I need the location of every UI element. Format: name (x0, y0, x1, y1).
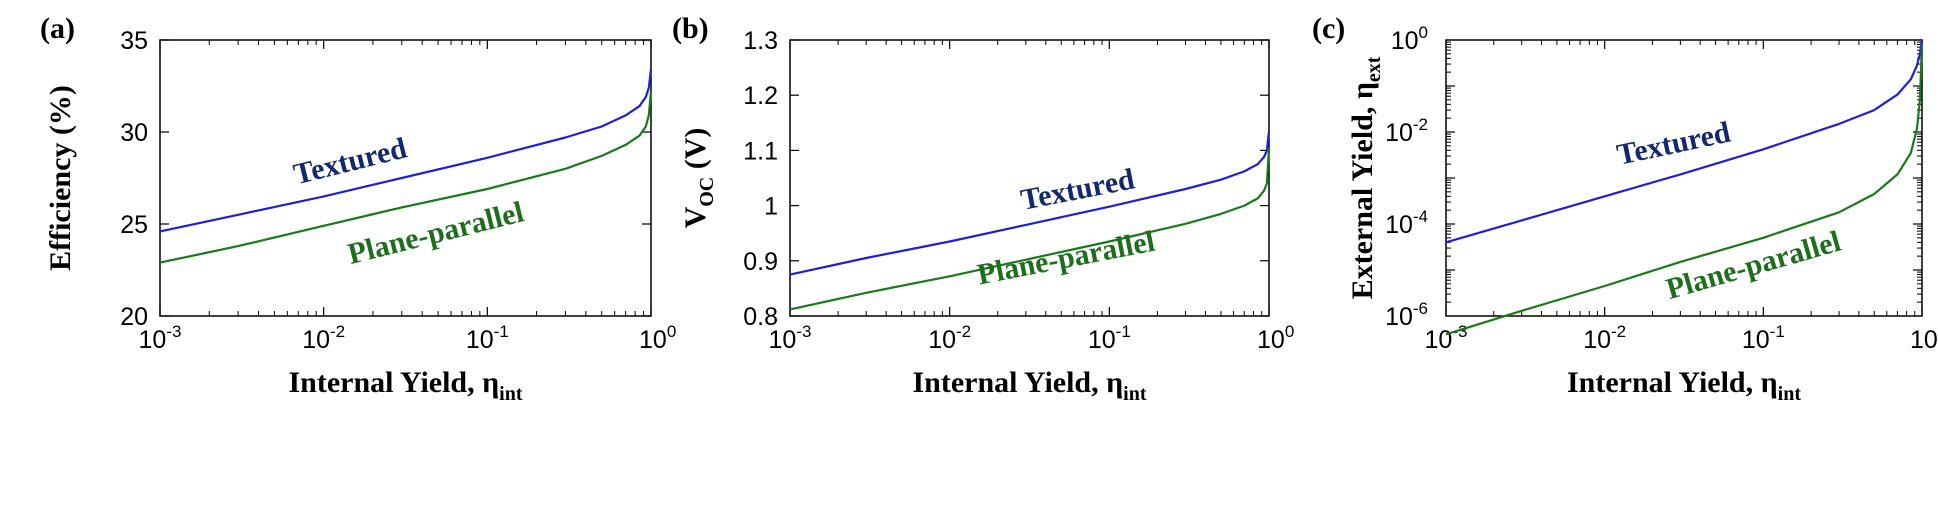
y-axis-title: External Yield, ηext (1346, 56, 1385, 299)
y-tick-label: 10-4 (1385, 207, 1428, 239)
x-tick-label: 100 (1257, 322, 1294, 354)
y-axis-title: Efficiency (%) (44, 85, 77, 271)
series-annotation: Plane-parallel (1662, 225, 1844, 306)
x-tick-label: 100 (639, 322, 676, 354)
series-line-plane-parallel (1445, 44, 1924, 336)
series-line-plane-parallel (159, 91, 653, 264)
y-tick-label: 1.2 (743, 82, 778, 110)
y-axis-title: VOC (V) (679, 128, 718, 229)
y-tick-label: 35 (120, 27, 148, 55)
panel-label: (b) (672, 12, 709, 45)
series-annotation: Plane-parallel (344, 195, 527, 271)
y-tick-label: 0.8 (743, 303, 778, 331)
y-tick-label: 20 (120, 303, 148, 331)
y-tick-label: 10-2 (1385, 115, 1428, 147)
series-line-textured (159, 69, 653, 233)
plot-frame (159, 39, 652, 317)
x-tick-label: 10-1 (1742, 322, 1785, 354)
panel-c: (c) 10-3 10-2 10-1 100 10-6 10-4 10-2 100 Interna… (1312, 12, 1938, 405)
series-line-textured (1445, 39, 1924, 244)
x-tick-label: 10-2 (302, 322, 345, 354)
x-tick-label: 10-2 (1583, 322, 1626, 354)
y-tick-label: 0.9 (743, 248, 778, 276)
x-tick-label: 10-3 (139, 322, 182, 354)
x-axis-title: Internal Yield, ηint (1567, 366, 1801, 405)
series-annotation: Textured (290, 131, 410, 191)
plot-frame (789, 39, 1270, 317)
x-tick-label: 10-3 (1425, 322, 1468, 354)
x-axis-title: Internal Yield, ηint (289, 366, 523, 405)
y-tick-label: 1.1 (743, 137, 778, 165)
y-tick-label: 100 (1391, 23, 1428, 55)
x-tick-label: 10-2 (928, 322, 971, 354)
panel-a: (a) 10-3 10-2 10-1 100 20 25 30 35 Internal Yield… (40, 12, 676, 405)
series-line-textured (789, 130, 1271, 276)
x-tick-label: 10-1 (466, 322, 509, 354)
series-annotation: Textured (1018, 162, 1138, 216)
y-tick-label: 30 (120, 119, 148, 147)
series-annotation: Plane-parallel (975, 225, 1158, 292)
y-tick-label: 10-6 (1385, 299, 1428, 331)
panel-label: (a) (40, 12, 75, 45)
y-tick-label: 1 (764, 193, 778, 221)
y-tick-label: 25 (120, 211, 148, 239)
y-tick-label: 1.3 (743, 27, 778, 55)
x-axis-title: Internal Yield, ηint (913, 366, 1147, 405)
x-tick-label: 10-3 (769, 322, 812, 354)
panel-b: (b) 10-3 10-2 10-1 100 0.8 0.9 1 1.1 1.2 1.3 Intern… (672, 12, 1294, 405)
x-tick-label: 100 (1910, 322, 1938, 354)
panel-label: (c) (1312, 12, 1345, 45)
series-line-plane-parallel (789, 147, 1271, 311)
x-tick-label: 10-1 (1088, 322, 1131, 354)
